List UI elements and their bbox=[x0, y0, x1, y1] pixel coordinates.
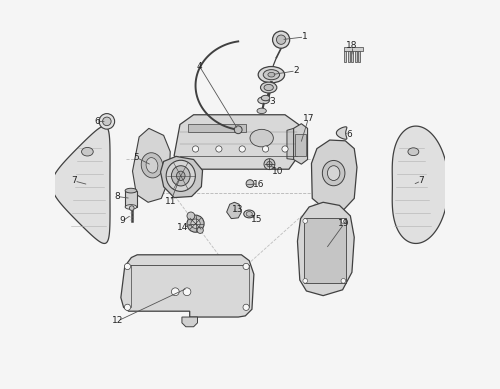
Bar bbox=[295, 134, 306, 156]
Text: 16: 16 bbox=[253, 180, 264, 189]
Circle shape bbox=[124, 263, 130, 270]
Polygon shape bbox=[312, 140, 357, 211]
Circle shape bbox=[172, 288, 179, 296]
Text: 2: 2 bbox=[293, 66, 298, 75]
Circle shape bbox=[341, 279, 345, 283]
Ellipse shape bbox=[260, 82, 277, 93]
Text: 7: 7 bbox=[418, 176, 424, 186]
Polygon shape bbox=[174, 115, 298, 169]
Ellipse shape bbox=[141, 153, 163, 178]
Polygon shape bbox=[298, 202, 354, 296]
Polygon shape bbox=[287, 128, 294, 159]
Ellipse shape bbox=[146, 158, 158, 173]
Circle shape bbox=[197, 227, 203, 233]
Circle shape bbox=[130, 206, 134, 210]
Ellipse shape bbox=[172, 166, 190, 186]
Ellipse shape bbox=[125, 188, 137, 193]
Text: 6: 6 bbox=[346, 130, 352, 139]
Circle shape bbox=[99, 114, 114, 129]
Text: 9: 9 bbox=[120, 216, 126, 226]
Text: 6: 6 bbox=[94, 117, 100, 126]
Circle shape bbox=[262, 146, 268, 152]
Text: 19: 19 bbox=[338, 219, 350, 228]
Circle shape bbox=[192, 146, 198, 152]
Circle shape bbox=[264, 159, 275, 170]
Polygon shape bbox=[336, 127, 347, 139]
Text: 5: 5 bbox=[134, 153, 140, 162]
Text: 18: 18 bbox=[346, 41, 358, 51]
Text: 8: 8 bbox=[114, 192, 120, 201]
Ellipse shape bbox=[268, 72, 275, 77]
Ellipse shape bbox=[250, 129, 274, 147]
Circle shape bbox=[303, 279, 308, 283]
Ellipse shape bbox=[82, 147, 93, 156]
Bar bbox=[125, 191, 137, 207]
Text: 3: 3 bbox=[270, 96, 276, 106]
Circle shape bbox=[303, 219, 308, 223]
Polygon shape bbox=[392, 126, 448, 244]
Bar bbox=[304, 218, 346, 283]
Circle shape bbox=[239, 146, 246, 152]
Bar bbox=[348, 51, 350, 62]
Ellipse shape bbox=[263, 70, 280, 80]
Ellipse shape bbox=[125, 205, 137, 209]
Text: 10: 10 bbox=[272, 167, 284, 177]
Text: 12: 12 bbox=[112, 316, 124, 326]
Circle shape bbox=[341, 219, 345, 223]
Ellipse shape bbox=[258, 67, 284, 83]
Text: 1: 1 bbox=[302, 32, 308, 42]
Ellipse shape bbox=[408, 148, 419, 156]
Bar bbox=[188, 124, 246, 132]
Bar bbox=[351, 51, 354, 62]
Text: 17: 17 bbox=[302, 114, 314, 123]
Ellipse shape bbox=[257, 108, 266, 114]
Text: 7: 7 bbox=[72, 176, 77, 186]
Circle shape bbox=[187, 212, 195, 220]
Text: 14: 14 bbox=[178, 223, 189, 232]
Circle shape bbox=[191, 219, 200, 228]
Ellipse shape bbox=[166, 160, 196, 191]
Circle shape bbox=[102, 117, 111, 126]
Circle shape bbox=[243, 263, 249, 270]
Polygon shape bbox=[294, 124, 308, 164]
Text: 15: 15 bbox=[250, 215, 262, 224]
Ellipse shape bbox=[244, 210, 254, 218]
Circle shape bbox=[282, 146, 288, 152]
Text: 13: 13 bbox=[232, 205, 243, 214]
Bar bbox=[358, 51, 360, 62]
Circle shape bbox=[183, 288, 191, 296]
Text: 4: 4 bbox=[196, 61, 202, 71]
Circle shape bbox=[276, 35, 286, 44]
Bar bbox=[344, 47, 363, 51]
Circle shape bbox=[266, 161, 272, 167]
Circle shape bbox=[124, 304, 130, 310]
Polygon shape bbox=[160, 156, 202, 198]
Text: 11: 11 bbox=[165, 197, 176, 206]
Circle shape bbox=[216, 146, 222, 152]
Circle shape bbox=[187, 215, 204, 232]
Bar bbox=[354, 51, 357, 62]
Circle shape bbox=[243, 304, 249, 310]
Ellipse shape bbox=[264, 84, 274, 91]
Circle shape bbox=[272, 31, 289, 48]
Circle shape bbox=[246, 180, 254, 187]
Ellipse shape bbox=[258, 97, 270, 104]
Polygon shape bbox=[52, 126, 110, 244]
Bar bbox=[344, 51, 346, 62]
Ellipse shape bbox=[322, 160, 345, 186]
Ellipse shape bbox=[328, 166, 340, 180]
Ellipse shape bbox=[176, 171, 185, 180]
Circle shape bbox=[234, 126, 242, 134]
Ellipse shape bbox=[262, 95, 270, 101]
Polygon shape bbox=[182, 317, 198, 327]
Polygon shape bbox=[121, 255, 254, 317]
Polygon shape bbox=[132, 128, 170, 202]
Ellipse shape bbox=[246, 212, 252, 216]
Polygon shape bbox=[226, 202, 242, 219]
